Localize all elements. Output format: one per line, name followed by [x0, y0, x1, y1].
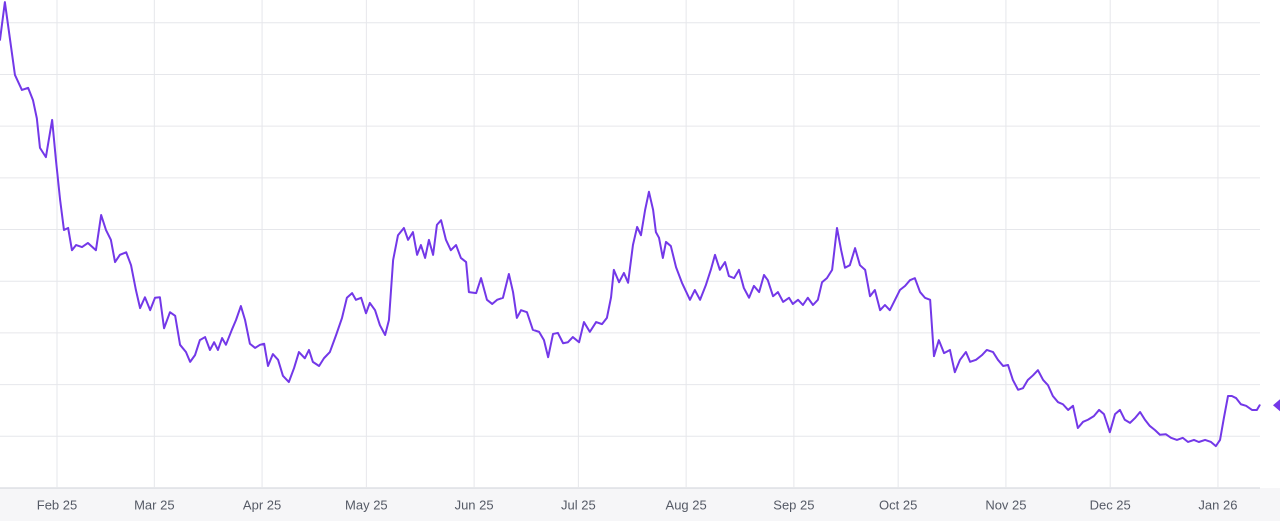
x-axis-band	[0, 488, 1280, 521]
x-tick-label: Apr 25	[243, 497, 281, 512]
x-tick-label: Nov 25	[985, 497, 1026, 512]
x-tick-label: May 25	[345, 497, 388, 512]
x-tick-label: Feb 25	[37, 497, 77, 512]
x-tick-label: Oct 25	[879, 497, 917, 512]
last-value-marker	[1273, 399, 1280, 412]
x-tick-label: Aug 25	[666, 497, 707, 512]
x-tick-label: Mar 25	[134, 497, 174, 512]
x-tick-label: Sep 25	[773, 497, 814, 512]
line	[0, 1, 1261, 448]
x-tick-label: Dec 25	[1090, 497, 1131, 512]
x-tick-label: Jun 25	[455, 497, 494, 512]
x-tick-label: Jan 26	[1198, 497, 1237, 512]
x-tick-label: Jul 25	[561, 497, 596, 512]
